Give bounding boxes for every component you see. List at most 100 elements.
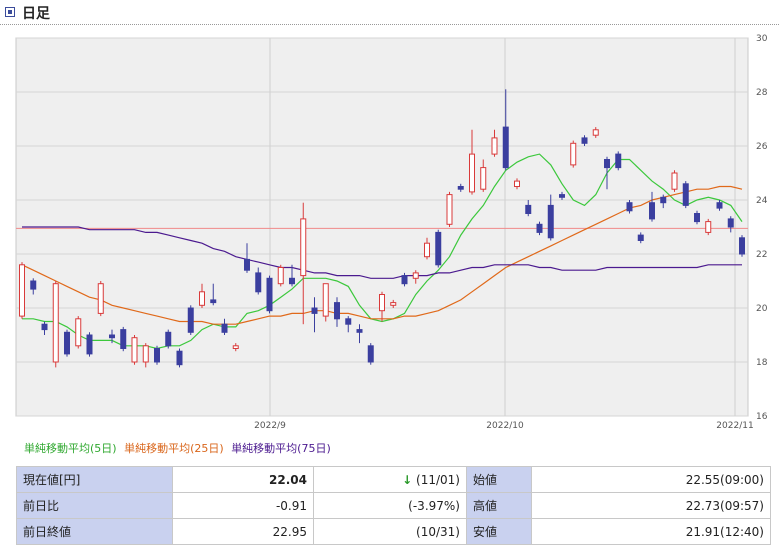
y-tick-label: 26 [756,142,768,152]
candle-body [637,234,644,242]
candle-body [289,277,295,285]
candle-body [277,267,284,285]
candle-body [604,159,610,169]
candle-body [649,202,655,220]
candle-body [435,231,442,266]
candle-body [210,299,217,304]
candle-body [457,186,464,190]
candle-body [390,302,397,306]
candle-body [199,291,205,306]
candle-body [536,223,543,233]
candle-body [547,204,554,239]
chart-section-title: 日足 [22,6,50,22]
y-tick-label: 24 [756,196,768,206]
candle-body [232,345,239,349]
candle-body [716,202,723,209]
y-tick-label: 20 [756,304,768,314]
candle-body [30,280,37,290]
candle-body [480,167,487,190]
candle-body [244,258,250,271]
header-divider [0,24,779,25]
current-price-label: 現在値[円] [16,466,173,493]
prev-close-label: 前日終値 [16,518,173,545]
candle-body [300,218,307,277]
change-value: -0.91 [172,492,314,519]
down-arrow-icon: ↓ [402,472,413,487]
candle-body [727,218,734,228]
ma75-line [22,226,742,279]
candle-body [671,172,678,190]
candle-body [682,183,689,206]
candle-body [64,331,70,355]
y-tick-label: 30 [756,34,768,44]
candle-body [221,323,228,333]
candle-body [559,194,565,198]
candle-body [739,237,745,255]
candle-body [412,272,419,279]
legend-ma25: 単純移動平均(25日) [124,442,224,455]
current-price-date-cell: ↓ (11/01) [313,466,467,493]
candle-body [345,318,352,325]
candle-body [322,283,329,317]
candle-body [75,318,82,347]
chart-header: 日足 [0,0,779,26]
candle-body [356,329,363,333]
x-tick-label: 2022/10 [486,421,524,430]
high-label: 高値 [466,492,532,519]
change-label: 前日比 [16,492,173,519]
candle-body [41,323,48,331]
square-bullet-icon [5,7,15,17]
candle-body [401,275,408,285]
candle-body [592,129,599,136]
candle-body [109,334,115,339]
candle-body [52,283,59,363]
change-percent: (-3.97%) [313,492,467,519]
plot-area [15,37,749,417]
candle-body [142,345,149,363]
candle-body [97,283,104,314]
candle-body [581,137,588,144]
low-label: 安値 [466,518,532,545]
chart-legend: 単純移動平均(5日) 単純移動平均(25日) 単純移動平均(75日) [24,440,335,456]
candle-body [165,331,172,347]
candle-body [154,348,160,363]
quote-row-change: 前日比 -0.91 (-3.97%) 高値 22.73(09:57) [16,492,771,519]
y-tick-label: 18 [756,358,768,368]
current-price-date: (11/01) [416,472,460,487]
candle-body [176,350,183,366]
candle-body [469,153,475,193]
candle-body [514,180,520,188]
candle-body [424,242,430,258]
open-label: 始値 [466,466,532,493]
prev-close-value: 22.95 [172,518,314,545]
candle-body [615,153,622,169]
candle-body [187,307,194,333]
candle-body [334,302,340,320]
candle-body [570,142,577,166]
y-tick-label: 22 [756,250,767,260]
x-tick-label: 2022/9 [254,421,286,430]
candle-body [379,294,385,312]
candle-body [705,221,712,233]
candle-body [367,345,374,363]
candle-body [525,204,532,214]
open-value: 22.55(09:00) [531,466,771,493]
y-tick-label: 16 [756,412,768,422]
candle-body [694,213,700,223]
candle-body [491,137,498,155]
candle-body [131,337,138,363]
candle-body [311,307,318,314]
current-price-value: 22.04 [172,466,314,493]
candle-body [446,194,453,225]
candle-body [660,196,667,204]
high-value: 22.73(09:57) [531,492,771,519]
candle-body [502,126,509,169]
quote-row-current: 現在値[円] 22.04 ↓ (11/01) 始値 22.55(09:00) [16,466,771,493]
x-tick-label: 2022/11 [716,421,753,430]
legend-ma5: 単純移動平均(5日) [24,442,117,455]
candle-body [19,264,25,317]
candle-body [266,277,273,312]
candle-body [120,329,127,350]
candlestick-chart: 16 18 20 22 24 26 28 30 2022/9 2022/10 2022/11 [15,34,768,430]
low-value: 21.91(12:40) [531,518,771,545]
